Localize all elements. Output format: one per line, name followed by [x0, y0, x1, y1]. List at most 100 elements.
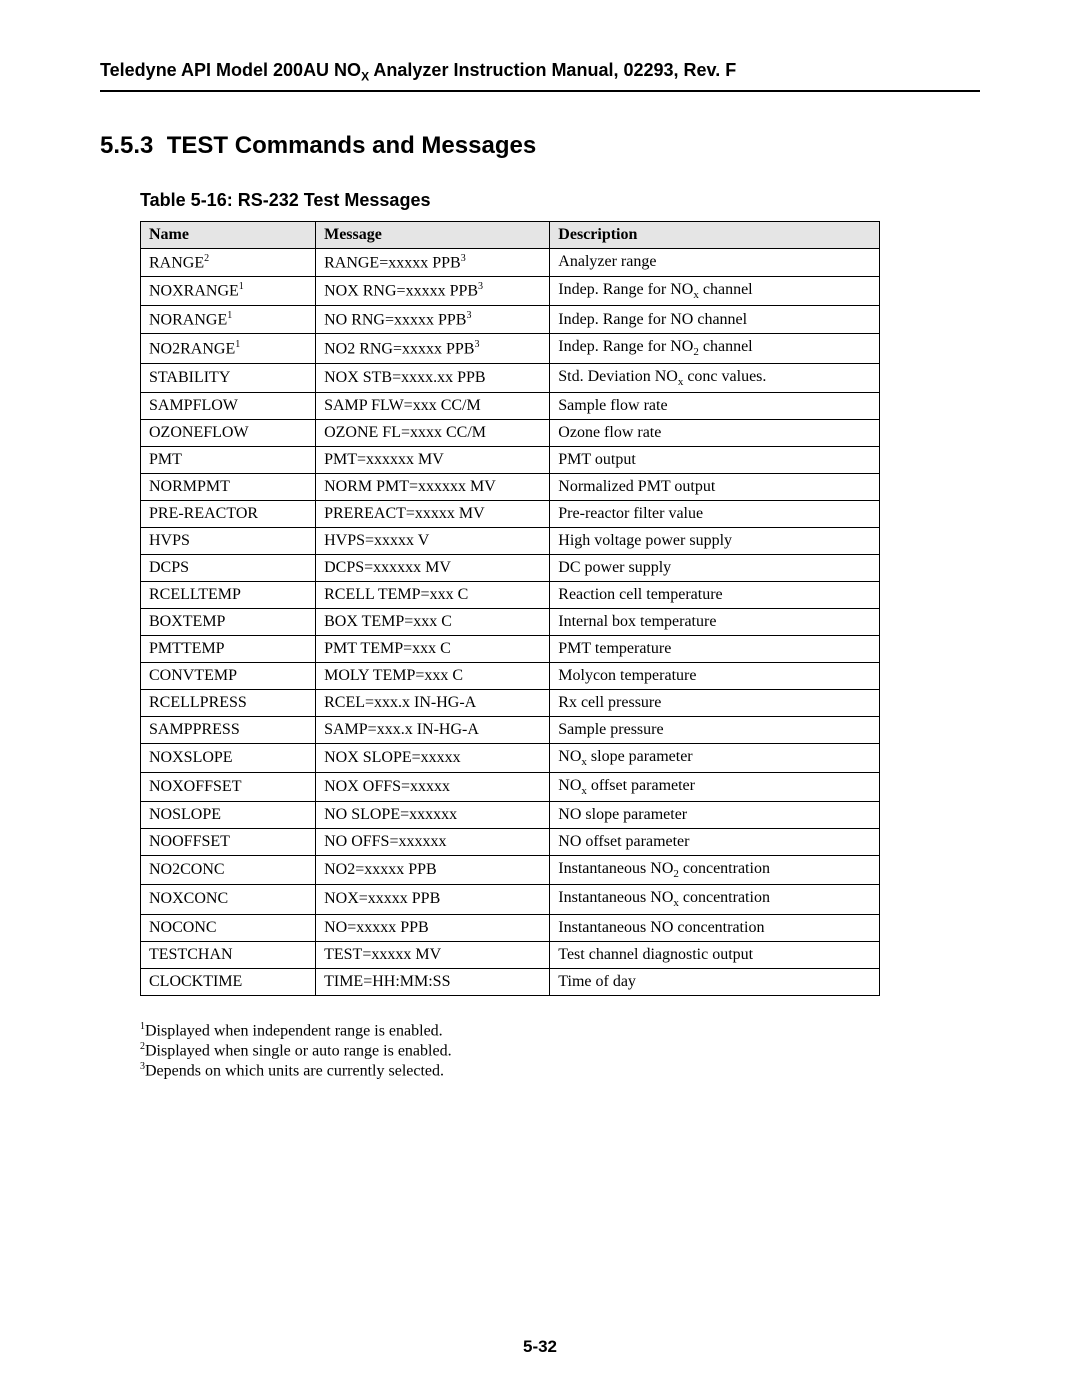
- cell-message: NOX=xxxxx PPB: [316, 885, 550, 914]
- cell-description: Std. Deviation NOx conc values.: [550, 363, 880, 392]
- cell-message: RCEL=xxx.x IN-HG-A: [316, 689, 550, 716]
- header-post: Analyzer Instruction Manual, 02293, Rev.…: [369, 60, 736, 80]
- cell-message: BOX TEMP=xxx C: [316, 608, 550, 635]
- cell-description: PMT output: [550, 446, 880, 473]
- table-row: PMTPMT=xxxxxx MVPMT output: [141, 446, 880, 473]
- cell-message: NOX STB=xxxx.xx PPB: [316, 363, 550, 392]
- footnote: 3Depends on which units are currently se…: [140, 1061, 980, 1081]
- cell-description: Indep. Range for NOx channel: [550, 276, 880, 305]
- footnotes: 1Displayed when independent range is ena…: [140, 1021, 980, 1082]
- cell-name: NOXCONC: [141, 885, 316, 914]
- page-number: 5-32: [0, 1337, 1080, 1357]
- header-pre: Teledyne API Model 200AU NO: [100, 60, 361, 80]
- table-row: PRE-REACTORPREREACT=xxxxx MVPre-reactor …: [141, 500, 880, 527]
- footnote: 2Displayed when single or auto range is …: [140, 1041, 980, 1061]
- table-row: BOXTEMPBOX TEMP=xxx CInternal box temper…: [141, 608, 880, 635]
- cell-message: DCPS=xxxxxx MV: [316, 554, 550, 581]
- section-heading: 5.5.3 TEST Commands and Messages: [100, 132, 980, 160]
- cell-description: Test channel diagnostic output: [550, 941, 880, 968]
- cell-message: NO2=xxxxx PPB: [316, 856, 550, 885]
- cell-name: NORANGE1: [141, 306, 316, 334]
- cell-message: NO=xxxxx PPB: [316, 914, 550, 941]
- cell-message: RANGE=xxxxx PPB3: [316, 248, 550, 276]
- table-row: SAMPPRESSSAMP=xxx.x IN-HG-ASample pressu…: [141, 716, 880, 743]
- chem-sub: x: [678, 376, 684, 388]
- cell-message: SAMP FLW=xxx CC/M: [316, 392, 550, 419]
- cell-message: RCELL TEMP=xxx C: [316, 581, 550, 608]
- cell-name: BOXTEMP: [141, 608, 316, 635]
- table-row: STABILITYNOX STB=xxxx.xx PPBStd. Deviati…: [141, 363, 880, 392]
- cell-name: NOXSLOPE: [141, 743, 316, 772]
- cell-description: Sample flow rate: [550, 392, 880, 419]
- cell-name: NO2RANGE1: [141, 334, 316, 363]
- cell-name: RCELLPRESS: [141, 689, 316, 716]
- footnote-sup: 3: [478, 281, 483, 292]
- cell-message: NO OFFS=xxxxxx: [316, 829, 550, 856]
- cell-name: NOXRANGE1: [141, 276, 316, 305]
- cell-message: NO2 RNG=xxxxx PPB3: [316, 334, 550, 363]
- table-row: RCELLPRESSRCEL=xxx.x IN-HG-ARx cell pres…: [141, 689, 880, 716]
- footnote-sup: 1: [140, 1021, 145, 1032]
- table-caption: Table 5-16: RS-232 Test Messages: [140, 190, 980, 211]
- table-row: CONVTEMPMOLY TEMP=xxx CMolycon temperatu…: [141, 662, 880, 689]
- cell-description: Rx cell pressure: [550, 689, 880, 716]
- cell-description: NO offset parameter: [550, 829, 880, 856]
- cell-message: PMT=xxxxxx MV: [316, 446, 550, 473]
- cell-description: Instantaneous NO2 concentration: [550, 856, 880, 885]
- cell-description: Normalized PMT output: [550, 473, 880, 500]
- table-row: NOXOFFSETNOX OFFS=xxxxxNOx offset parame…: [141, 773, 880, 802]
- cell-name: RANGE2: [141, 248, 316, 276]
- cell-description: NOx offset parameter: [550, 773, 880, 802]
- table-row: TESTCHANTEST=xxxxx MVTest channel diagno…: [141, 941, 880, 968]
- cell-message: NOX SLOPE=xxxxx: [316, 743, 550, 772]
- footnote: 1Displayed when independent range is ena…: [140, 1021, 980, 1041]
- col-header-message: Message: [316, 221, 550, 248]
- table-row: NO2CONCNO2=xxxxx PPBInstantaneous NO2 co…: [141, 856, 880, 885]
- footnote-sup: 3: [461, 253, 466, 264]
- cell-name: HVPS: [141, 527, 316, 554]
- cell-message: PMT TEMP=xxx C: [316, 635, 550, 662]
- footnote-sup: 1: [239, 281, 244, 292]
- cell-description: Sample pressure: [550, 716, 880, 743]
- cell-name: DCPS: [141, 554, 316, 581]
- footnote-sup: 2: [140, 1041, 145, 1052]
- cell-message: TIME=HH:MM:SS: [316, 968, 550, 995]
- table-row: NOXSLOPENOX SLOPE=xxxxxNOx slope paramet…: [141, 743, 880, 772]
- cell-name: TESTCHAN: [141, 941, 316, 968]
- cell-name: RCELLTEMP: [141, 581, 316, 608]
- cell-description: Indep. Range for NO channel: [550, 306, 880, 334]
- cell-name: PMT: [141, 446, 316, 473]
- footnote-sup: 3: [140, 1061, 145, 1072]
- test-messages-table: Name Message Description RANGE2RANGE=xxx…: [140, 221, 880, 996]
- table-row: PMTTEMPPMT TEMP=xxx CPMT temperature: [141, 635, 880, 662]
- cell-message: NORM PMT=xxxxxx MV: [316, 473, 550, 500]
- table-header-row: Name Message Description: [141, 221, 880, 248]
- document-header: Teledyne API Model 200AU NOX Analyzer In…: [100, 60, 980, 92]
- table-row: RCELLTEMPRCELL TEMP=xxx CReaction cell t…: [141, 581, 880, 608]
- table-row: NOSLOPENO SLOPE=xxxxxxNO slope parameter: [141, 802, 880, 829]
- cell-name: PRE-REACTOR: [141, 500, 316, 527]
- cell-name: NOXOFFSET: [141, 773, 316, 802]
- table-row: CLOCKTIMETIME=HH:MM:SSTime of day: [141, 968, 880, 995]
- cell-description: Ozone flow rate: [550, 419, 880, 446]
- cell-description: Instantaneous NOx concentration: [550, 885, 880, 914]
- cell-description: Analyzer range: [550, 248, 880, 276]
- chem-sub: x: [581, 756, 587, 768]
- table-row: SAMPFLOWSAMP FLW=xxx CC/MSample flow rat…: [141, 392, 880, 419]
- cell-message: SAMP=xxx.x IN-HG-A: [316, 716, 550, 743]
- table-row: OZONEFLOWOZONE FL=xxxx CC/MOzone flow ra…: [141, 419, 880, 446]
- table-row: NO2RANGE1NO2 RNG=xxxxx PPB3Indep. Range …: [141, 334, 880, 363]
- chem-sub: x: [673, 898, 679, 910]
- cell-description: Indep. Range for NO2 channel: [550, 334, 880, 363]
- chem-sub: x: [693, 289, 699, 301]
- cell-description: Internal box temperature: [550, 608, 880, 635]
- cell-name: NOSLOPE: [141, 802, 316, 829]
- cell-name: NOOFFSET: [141, 829, 316, 856]
- cell-description: Time of day: [550, 968, 880, 995]
- cell-message: OZONE FL=xxxx CC/M: [316, 419, 550, 446]
- cell-name: NOCONC: [141, 914, 316, 941]
- cell-description: Pre-reactor filter value: [550, 500, 880, 527]
- cell-message: NO RNG=xxxxx PPB3: [316, 306, 550, 334]
- cell-message: MOLY TEMP=xxx C: [316, 662, 550, 689]
- cell-description: Instantaneous NO concentration: [550, 914, 880, 941]
